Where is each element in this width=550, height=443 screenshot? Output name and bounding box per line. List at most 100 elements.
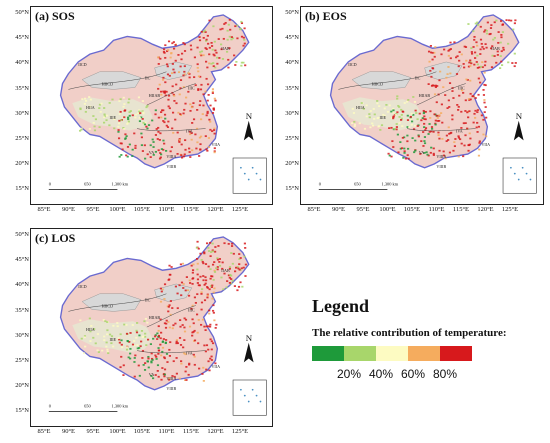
raster-cell <box>242 266 245 269</box>
raster-cell <box>206 286 209 288</box>
raster-cell <box>468 132 471 135</box>
raster-cell <box>164 90 167 93</box>
raster-cell <box>236 24 239 27</box>
raster-cell <box>157 375 160 378</box>
raster-cell <box>162 120 165 122</box>
raster-cell <box>432 130 435 133</box>
raster-cell <box>196 240 199 243</box>
raster-cell <box>460 110 463 113</box>
legend-tick-80: 80% <box>432 367 458 381</box>
raster-cell <box>209 284 213 287</box>
raster-cell <box>482 89 485 91</box>
raster-cell <box>211 309 215 312</box>
raster-cell <box>198 367 201 370</box>
raster-cell <box>196 331 199 334</box>
raster-cell <box>438 114 441 117</box>
raster-cell <box>476 21 479 24</box>
raster-cell <box>191 271 194 274</box>
raster-cell <box>442 86 445 89</box>
raster-cell <box>128 340 131 343</box>
raster-cell <box>224 21 227 24</box>
raster-cell <box>98 126 101 129</box>
island-dot <box>517 178 520 181</box>
raster-cell <box>479 53 482 55</box>
raster-cell <box>193 355 196 358</box>
raster-cell <box>191 149 194 152</box>
raster-cell <box>233 54 236 57</box>
raster-cell <box>125 348 129 351</box>
raster-cell <box>447 49 450 52</box>
raster-cell <box>179 344 183 346</box>
raster-cell <box>125 154 128 157</box>
raster-cell <box>202 262 205 265</box>
raster-cell <box>200 308 203 311</box>
raster-cell <box>202 366 205 369</box>
north-arrow: N <box>243 111 254 141</box>
raster-cell <box>168 304 171 307</box>
raster-cell <box>83 336 86 339</box>
raster-cell <box>89 330 92 333</box>
raster-cell <box>217 245 220 247</box>
raster-cell <box>214 250 217 253</box>
raster-cell <box>493 21 496 24</box>
raster-cell <box>172 47 176 50</box>
raster-cell <box>127 356 130 359</box>
raster-cell <box>514 19 517 22</box>
raster-cell <box>126 123 129 125</box>
raster-cell <box>423 122 426 125</box>
raster-cell <box>118 100 121 102</box>
raster-cell <box>172 131 175 134</box>
raster-cell <box>431 58 434 61</box>
raster-cell <box>136 344 139 346</box>
raster-cell <box>196 109 199 111</box>
raster-cell <box>149 156 152 158</box>
raster-cell <box>119 333 122 336</box>
longitude-label: 95°E <box>356 206 370 213</box>
raster-cell <box>428 123 431 125</box>
raster-cell <box>156 370 159 372</box>
region-boundary <box>68 293 206 354</box>
raster-cell <box>204 263 208 265</box>
raster-cell <box>135 329 138 332</box>
raster-cell <box>117 125 120 128</box>
raster-cell <box>472 46 475 48</box>
raster-cell <box>136 347 139 350</box>
raster-cell <box>215 56 219 59</box>
raster-cell <box>150 360 153 363</box>
raster-cell <box>470 52 474 55</box>
raster-cell <box>460 53 463 56</box>
raster-cell <box>176 131 179 134</box>
raster-cell <box>172 324 175 327</box>
raster-cell <box>205 40 208 42</box>
raster-cell <box>457 136 461 139</box>
raster-cell <box>423 152 426 154</box>
raster-cell <box>152 146 155 148</box>
raster-cell <box>141 150 144 152</box>
raster-cell <box>152 141 155 143</box>
raster-cell <box>430 51 433 54</box>
raster-cell <box>156 364 160 367</box>
raster-cell <box>170 266 173 268</box>
island-dot <box>247 400 250 403</box>
raster-cell <box>221 58 225 60</box>
raster-cell <box>106 350 109 353</box>
raster-cell <box>213 147 216 150</box>
raster-cell <box>199 252 202 255</box>
raster-cell <box>160 148 163 150</box>
raster-cell <box>167 98 170 101</box>
raster-cell <box>495 61 498 64</box>
raster-cell <box>80 128 83 131</box>
raster-cell <box>423 142 427 145</box>
longitude-label: 100°E <box>109 206 126 213</box>
region-label: IIAB <box>221 268 230 273</box>
raster-cell <box>198 155 201 157</box>
legend-tick-60: 60% <box>400 367 426 381</box>
raster-cell <box>196 63 199 66</box>
raster-cell <box>459 138 462 141</box>
legend-swatch <box>312 346 344 361</box>
map-group: IIAB IICD HIICD IIC HIIAB HIIA IIIC IVA VIIA VIII… <box>49 236 267 416</box>
longitude-label: 115°E <box>182 428 200 435</box>
raster-cell <box>167 305 170 308</box>
region-label: VIIIA <box>436 154 446 159</box>
map-panel-eos: IIAB IICD HIICD IIC HIIAB HIIA IIIC IVA VIIA VIII… <box>285 6 544 213</box>
